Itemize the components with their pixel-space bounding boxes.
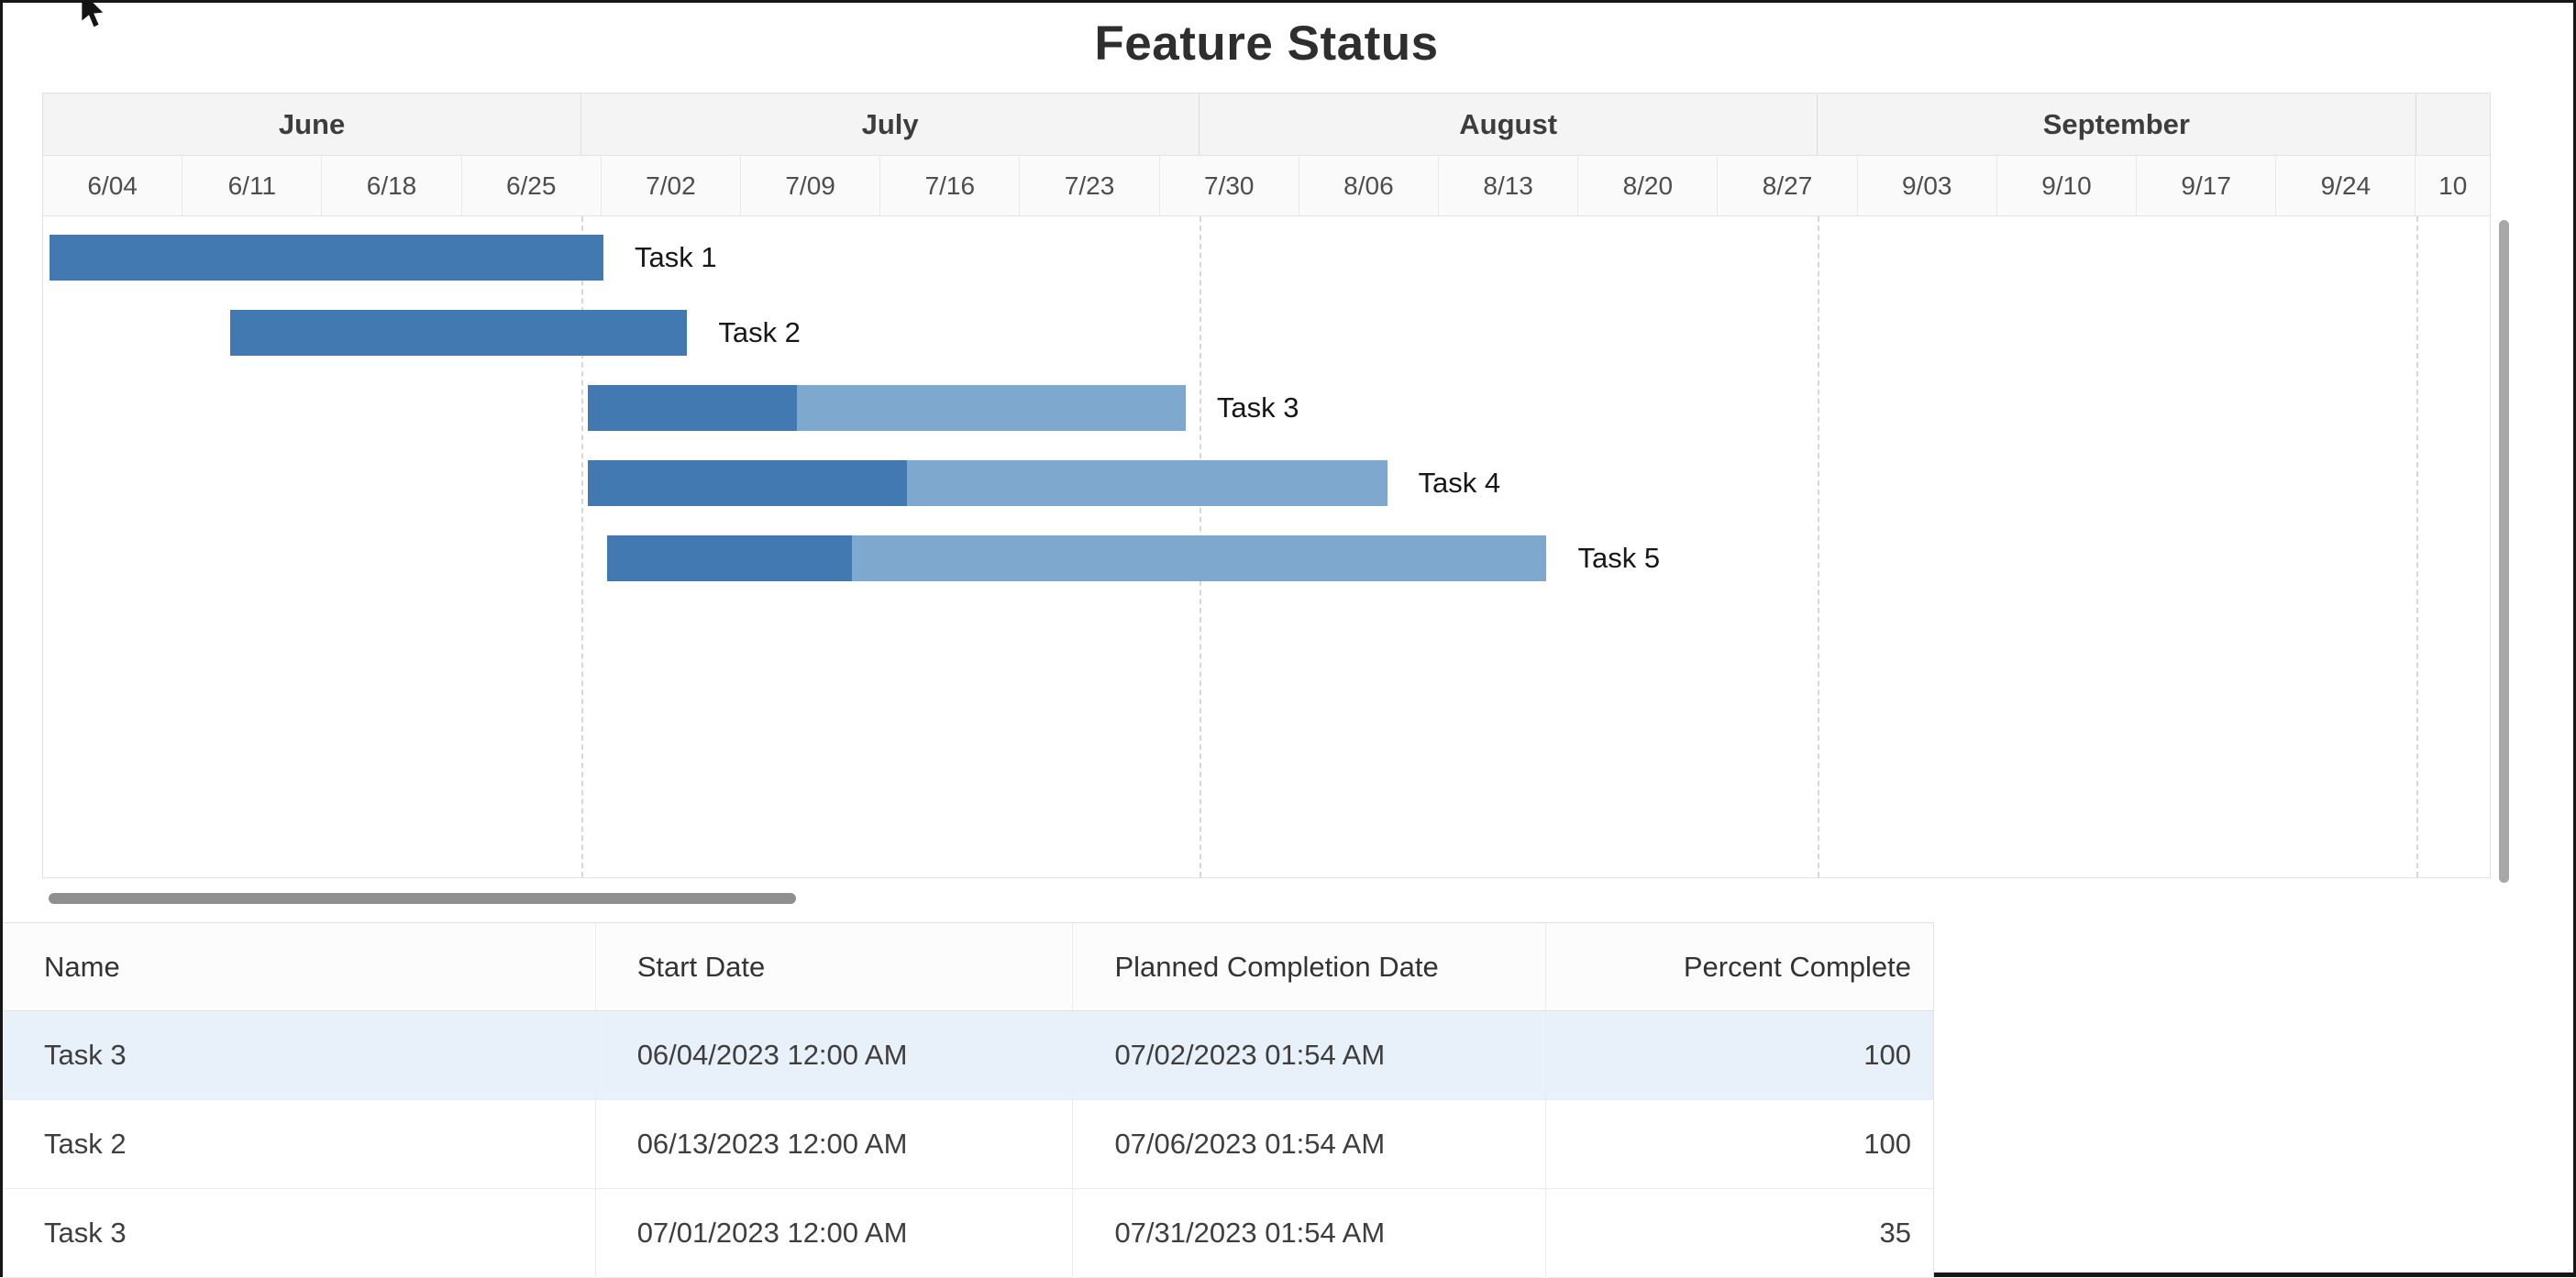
month-label: July xyxy=(861,107,919,140)
column-header[interactable]: Percent Complete xyxy=(1683,950,1911,983)
task-progress-fill xyxy=(230,310,688,356)
mouse-cursor-icon xyxy=(76,0,109,30)
month-gridline xyxy=(581,216,584,877)
week-tick-cell: 8/06 xyxy=(1299,156,1440,215)
month-label: August xyxy=(1459,107,1558,140)
column-header[interactable]: Start Date xyxy=(596,923,1074,1010)
table-body: Task 3 06/04/2023 12:00 AM 07/02/2023 01… xyxy=(3,1011,1933,1278)
week-tick-cell: 6/25 xyxy=(462,156,602,215)
week-tick-label: 7/09 xyxy=(785,171,835,200)
task-progress-fill xyxy=(587,385,797,431)
cell-percent-complete: 100 xyxy=(1863,1128,1911,1160)
month-header-cell: June xyxy=(43,94,582,155)
week-tick-cell: 9/24 xyxy=(2276,156,2416,215)
week-tick-label: 6/25 xyxy=(505,171,557,200)
week-tick-label: 8/27 xyxy=(1762,171,1813,200)
week-tick-cell: 9/03 xyxy=(1858,156,1997,215)
month-gridline xyxy=(2416,216,2418,877)
week-tick-label: 9/17 xyxy=(2181,171,2231,200)
cell-name: Task 3 xyxy=(3,1189,596,1277)
month-label: June xyxy=(278,107,346,140)
cell-planned-completion-date: 07/02/2023 01:54 AM xyxy=(1073,1011,1547,1099)
task-progress-fill xyxy=(607,535,852,581)
month-header-cell xyxy=(2416,94,2490,155)
task-bar[interactable]: Task 1 xyxy=(49,235,717,281)
week-tick-cell: 7/09 xyxy=(741,156,881,215)
task-bar[interactable]: Task 4 xyxy=(587,460,1500,506)
week-tick-label: 7/16 xyxy=(924,171,976,200)
week-tick-label: 6/18 xyxy=(366,171,417,200)
task-bar[interactable]: Task 5 xyxy=(607,535,1660,581)
week-tick-cell: 8/13 xyxy=(1439,156,1579,215)
week-tick-cell: 9/17 xyxy=(2137,156,2277,215)
week-tick-cell: 7/23 xyxy=(1020,156,1160,215)
cell-planned-completion-date: 07/06/2023 01:54 AM xyxy=(1073,1100,1547,1188)
week-tick-cell: 10 xyxy=(2416,156,2490,215)
cell-start-date: 06/04/2023 12:00 AM xyxy=(596,1011,1074,1099)
week-tick-label: 7/23 xyxy=(1064,171,1115,200)
week-tick-cell: 7/02 xyxy=(602,156,742,215)
table-header-row: Name Start Date Planned Completion Date Per… xyxy=(3,922,1933,1011)
week-tick-label: 7/02 xyxy=(646,171,696,200)
week-tick-cell: 7/30 xyxy=(1160,156,1299,215)
week-tick-label: 8/20 xyxy=(1622,171,1674,200)
week-tick-cell: 7/16 xyxy=(880,156,1021,215)
task-table: Name Start Date Planned Completion Date Per… xyxy=(3,922,1934,1278)
task-progress-fill xyxy=(587,460,908,506)
month-header-cell: August xyxy=(1200,94,1819,155)
cell-percent-complete: 100 xyxy=(1863,1039,1911,1071)
task-label: Task 1 xyxy=(635,241,717,273)
month-header-row: June July August September xyxy=(43,94,2490,156)
week-tick-cell: 8/27 xyxy=(1718,156,1858,215)
week-tick-label: 9/03 xyxy=(1901,171,1952,200)
week-tick-cell: 9/10 xyxy=(1997,156,2138,215)
month-header-cell: September xyxy=(1818,94,2416,155)
task-label: Task 4 xyxy=(1418,467,1501,499)
task-bar[interactable]: Task 3 xyxy=(587,385,1299,431)
table-row[interactable]: Task 3 06/04/2023 12:00 AM 07/02/2023 01… xyxy=(3,1011,1933,1100)
task-progress-fill xyxy=(49,235,603,281)
cell-name: Task 2 xyxy=(3,1100,596,1188)
week-tick-cell: 6/04 xyxy=(43,156,183,215)
horizontal-scrollbar-thumb[interactable] xyxy=(49,893,796,904)
cell-start-date: 06/13/2023 12:00 AM xyxy=(596,1100,1074,1188)
week-tick-label: 8/13 xyxy=(1483,171,1533,200)
cell-name: Task 3 xyxy=(3,1011,596,1099)
task-bar[interactable]: Task 2 xyxy=(230,310,801,356)
column-header[interactable]: Planned Completion Date xyxy=(1073,923,1547,1010)
week-tick-label: 9/10 xyxy=(2041,171,2092,200)
vertical-scrollbar-thumb[interactable] xyxy=(2499,220,2509,883)
column-header[interactable]: Name xyxy=(3,923,596,1010)
gantt-panel: June July August September 6/04 6/11 6/18 6/25… xyxy=(42,93,2491,878)
page-title: Feature Status xyxy=(1094,17,1439,71)
cell-start-date: 07/01/2023 12:00 AM xyxy=(596,1189,1074,1277)
week-tick-label: 6/11 xyxy=(227,171,277,200)
week-tick-label: 9/24 xyxy=(2320,171,2371,200)
month-gridline xyxy=(1818,216,1820,877)
week-tick-cell: 6/18 xyxy=(322,156,462,215)
month-header-cell: July xyxy=(581,94,1200,155)
gantt-plot-area: Task 1 Task 2 Task 3 Task 4 Task 5 xyxy=(43,216,2490,877)
week-tick-cell: 8/20 xyxy=(1578,156,1719,215)
cell-percent-complete: 35 xyxy=(1879,1217,1911,1249)
task-label: Task 5 xyxy=(1577,542,1661,574)
task-label: Task 2 xyxy=(718,316,801,348)
cell-planned-completion-date: 07/31/2023 01:54 AM xyxy=(1073,1189,1547,1277)
month-label: September xyxy=(2042,107,2190,140)
week-tick-row: 6/04 6/11 6/18 6/25 7/02 7/09 7/16 7/23 7/30 8/06… xyxy=(43,156,2490,216)
week-tick-label: 7/30 xyxy=(1203,171,1255,200)
table-row[interactable]: Task 2 06/13/2023 12:00 AM 07/06/2023 01… xyxy=(3,1100,1933,1189)
week-tick-label: 6/04 xyxy=(87,171,138,200)
week-tick-label: 10 xyxy=(2438,171,2468,200)
week-tick-label: 8/06 xyxy=(1343,171,1394,200)
task-label: Task 3 xyxy=(1216,391,1299,424)
week-tick-cell: 6/11 xyxy=(182,156,323,215)
table-row[interactable]: Task 3 07/01/2023 12:00 AM 07/31/2023 01… xyxy=(3,1189,1933,1278)
